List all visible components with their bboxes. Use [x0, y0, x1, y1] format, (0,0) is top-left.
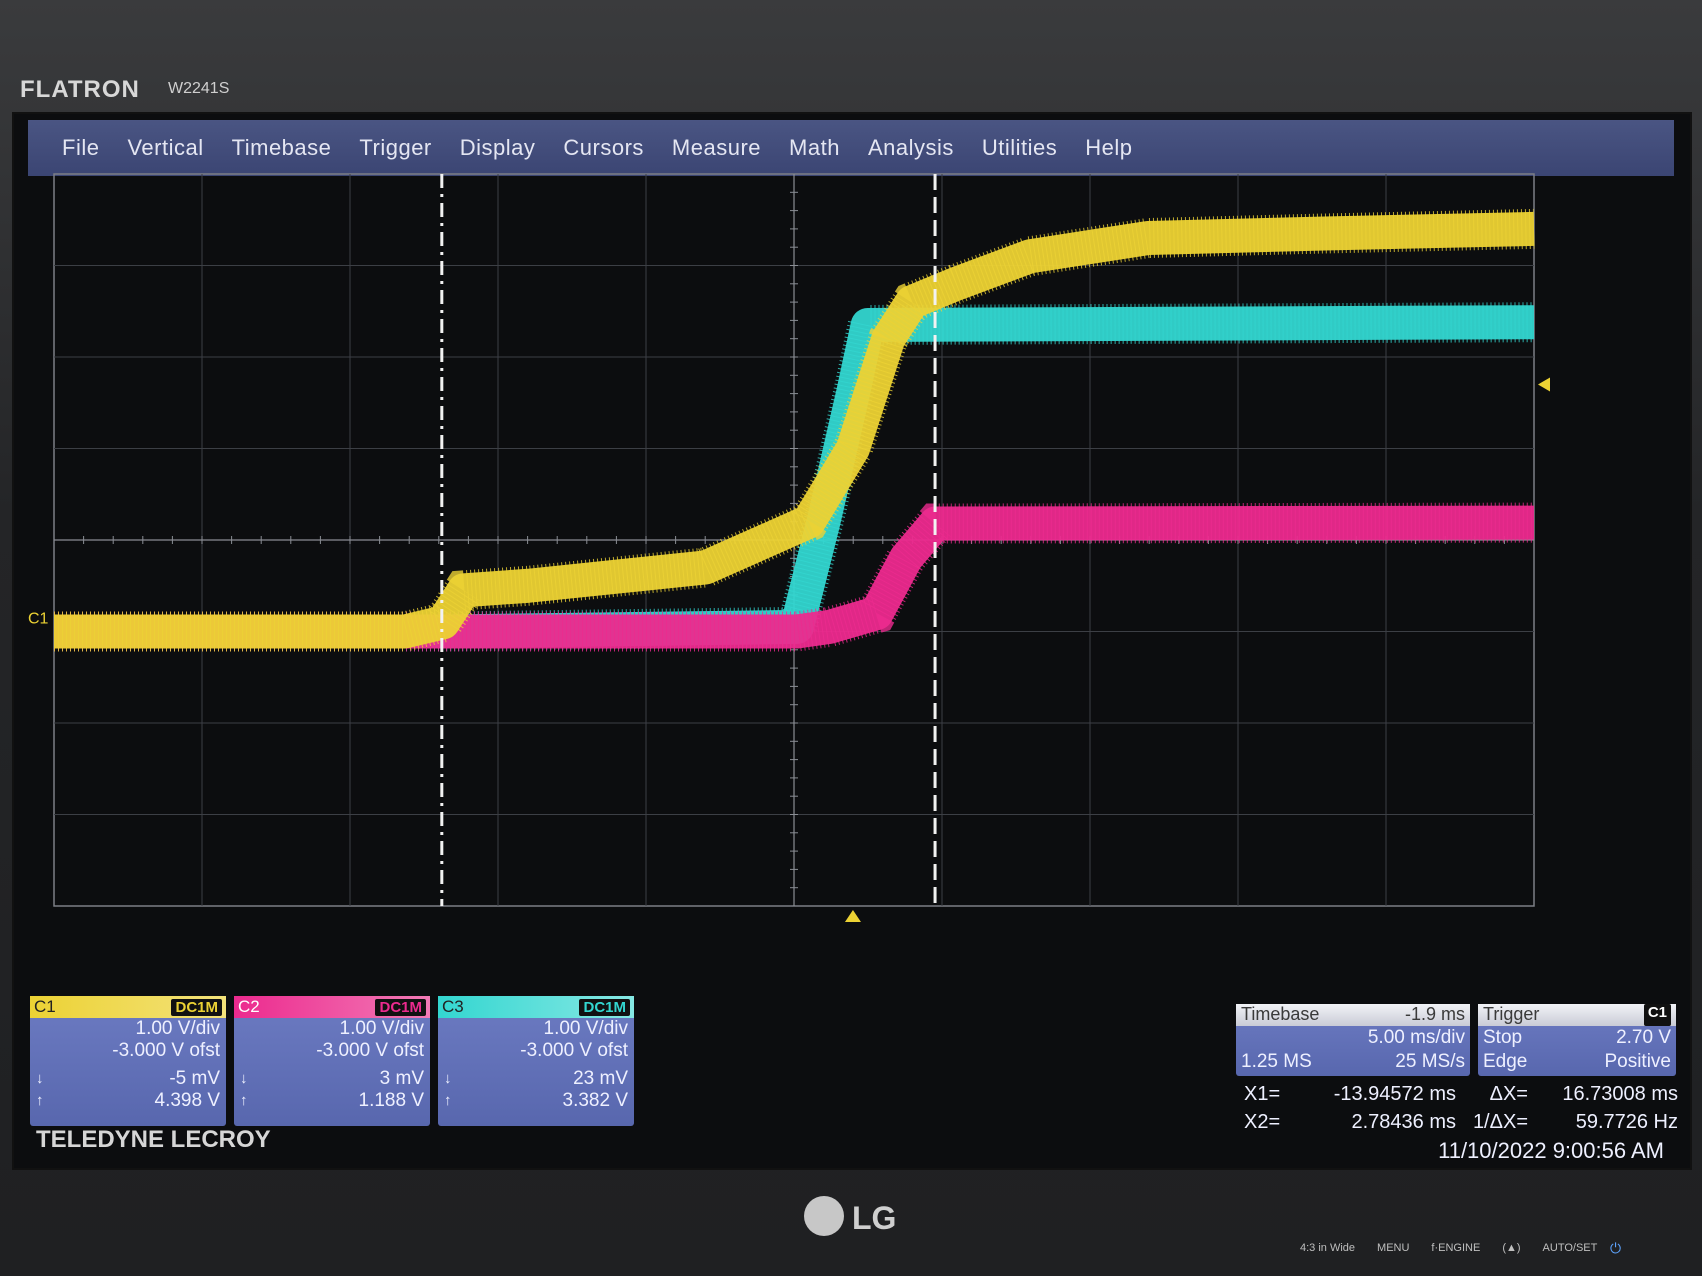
trigger-level-marker	[1538, 377, 1550, 392]
inv-dx-label: 1/ΔX=	[1472, 1111, 1528, 1133]
channel-panel-c2[interactable]: C2 DC1M 1.00 V/div -3.000 V ofst ↓ 3 mV ↑…	[234, 996, 430, 1126]
plot-markers: C1	[28, 377, 1550, 922]
volts-per-div: 1.00 V/div	[135, 1018, 221, 1039]
menu-trigger[interactable]: Trigger	[359, 135, 432, 160]
offset-value: -3.000 V ofst	[112, 1040, 220, 1061]
menu-math[interactable]: Math	[789, 135, 840, 160]
timebase-samples: 1.25 MS	[1241, 1051, 1312, 1072]
menu-utilities[interactable]: Utilities	[981, 135, 1058, 160]
menu-analysis[interactable]: Analysis	[867, 135, 954, 160]
waveform-plot[interactable]: C1	[14, 114, 1690, 994]
menu-measure[interactable]: Measure	[671, 135, 762, 160]
trigger-level: 2.70 V	[1616, 1027, 1671, 1048]
trigger-source: C1	[1643, 1004, 1671, 1026]
volts-per-div: 1.00 V/div	[543, 1018, 629, 1039]
trigger-panel[interactable]: Trigger C1 Stop 2.70 V Edge Positive	[1478, 1004, 1676, 1076]
plot-cursors	[440, 174, 937, 906]
x1-value: -13.94572 ms	[1333, 1083, 1456, 1105]
channel-panel-c1[interactable]: C1 DC1M 1.00 V/div -3.000 V ofst ↓ -5 mV …	[30, 996, 226, 1126]
arrow-down-icon: ↓	[240, 1070, 248, 1087]
menu-bar: File Vertical Timebase Trigger Display C…	[28, 120, 1674, 176]
channel-panel-c3[interactable]: C3 DC1M 1.00 V/div -3.000 V ofst ↓ 23 mV …	[438, 996, 634, 1126]
trace-c1	[54, 211, 1535, 649]
arrow-down-icon: ↓	[444, 1070, 452, 1087]
vendor-logo: TELEDYNE LECROY	[36, 1126, 271, 1153]
low-value: 23 mV	[573, 1068, 628, 1089]
arrow-up-icon: ↑	[36, 1092, 44, 1109]
trigger-type: Edge	[1483, 1051, 1528, 1072]
menu-file[interactable]: File	[62, 135, 100, 160]
channel-label: C2	[238, 997, 260, 1016]
menu-vertical[interactable]: Vertical	[127, 135, 204, 160]
low-value: -5 mV	[169, 1068, 220, 1089]
dx-value: 16.73008 ms	[1562, 1083, 1678, 1105]
arrow-up-icon: ↑	[240, 1092, 248, 1109]
trigger-time-marker	[844, 910, 861, 922]
high-value: 1.188 V	[358, 1090, 425, 1111]
monitor-model: W2241S	[168, 80, 230, 97]
trigger-slope: Positive	[1604, 1051, 1671, 1072]
inv-dx-value: 59.7726 Hz	[1575, 1111, 1678, 1133]
dx-label: ΔX=	[1489, 1083, 1528, 1105]
channel-label: C3	[442, 997, 464, 1016]
timebase-scale: 5.00 ms/div	[1367, 1027, 1465, 1048]
monitor-brand: FLATRON	[20, 76, 140, 103]
channel-zero-marker: C1	[28, 611, 49, 628]
high-value: 4.398 V	[154, 1090, 221, 1111]
channel-label: C1	[34, 997, 56, 1016]
timebase-panel[interactable]: Timebase -1.9 ms 5.00 ms/div 1.25 MS 25 MS…	[1236, 1004, 1470, 1076]
bezel-buttons: 4:3 in Wide MENU f·ENGINE (▲) AUTO/SET	[1300, 1242, 1597, 1254]
trigger-title: Trigger	[1483, 1004, 1540, 1024]
arrow-down-icon: ↓	[36, 1070, 44, 1087]
low-value: 3 mV	[379, 1068, 424, 1089]
trigger-mode: Stop	[1483, 1027, 1523, 1048]
offset-value: -3.000 V ofst	[316, 1040, 424, 1061]
menu-timebase[interactable]: Timebase	[231, 135, 332, 160]
x2-label: X2=	[1244, 1111, 1281, 1133]
arrow-up-icon: ↑	[444, 1092, 452, 1109]
scope-screen: File Vertical Timebase Trigger Display C…	[12, 112, 1692, 1170]
offset-value: -3.000 V ofst	[520, 1040, 628, 1061]
menu-help[interactable]: Help	[1085, 135, 1133, 160]
monitor-maker: LG	[852, 1200, 897, 1236]
timebase-rate: 25 MS/s	[1395, 1051, 1465, 1072]
menu-display[interactable]: Display	[459, 135, 536, 160]
coupling-badge: DC1M	[375, 998, 426, 1016]
timebase-delay: -1.9 ms	[1404, 1004, 1465, 1024]
coupling-badge: DC1M	[579, 998, 630, 1016]
x2-value: 2.78436 ms	[1351, 1111, 1456, 1133]
x1-label: X1=	[1244, 1083, 1281, 1105]
bezel-button-input[interactable]: (▲)	[1502, 1242, 1521, 1254]
coupling-badge: DC1M	[171, 998, 222, 1016]
lg-logo-icon	[804, 1196, 844, 1236]
bezel-button-autoset[interactable]: AUTO/SET	[1542, 1242, 1598, 1254]
menu-cursors[interactable]: Cursors	[563, 135, 644, 160]
power-icon[interactable]: ⏻	[1610, 1240, 1622, 1256]
timestamp: 11/10/2022 9:00:56 AM	[1438, 1138, 1664, 1163]
volts-per-div: 1.00 V/div	[339, 1018, 425, 1039]
bezel-button-aspect[interactable]: 4:3 in Wide	[1300, 1242, 1356, 1254]
bezel-button-fengine[interactable]: f·ENGINE	[1431, 1242, 1481, 1254]
bezel-button-menu[interactable]: MENU	[1377, 1242, 1410, 1254]
high-value: 3.382 V	[562, 1090, 629, 1111]
timebase-title: Timebase	[1241, 1004, 1320, 1024]
cursor-readout: X1= -13.94572 ms ΔX= 16.73008 ms X2= 2.7…	[1244, 1080, 1684, 1136]
